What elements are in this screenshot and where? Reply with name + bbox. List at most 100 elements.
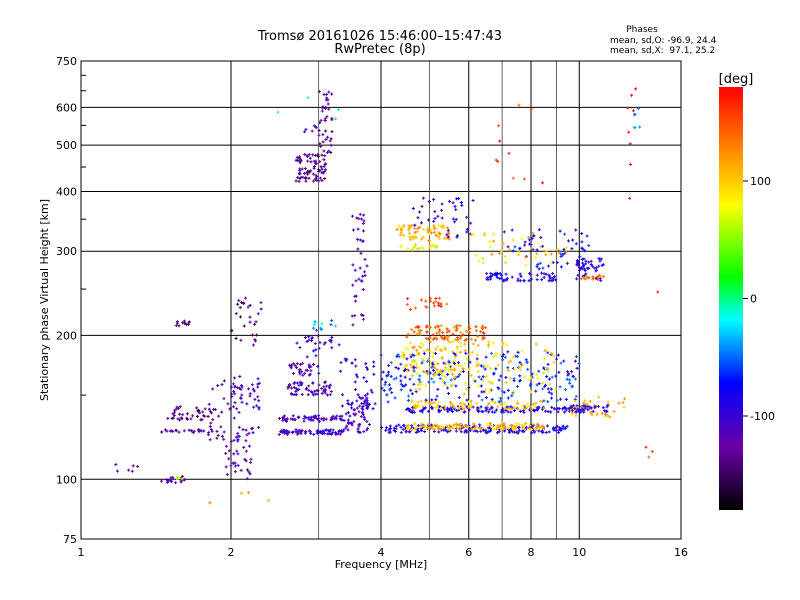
data-point (293, 381, 297, 385)
data-point (242, 324, 246, 328)
data-point (206, 414, 210, 418)
data-point (183, 322, 187, 326)
data-point (426, 337, 430, 341)
data-point (236, 431, 240, 435)
data-point (257, 399, 261, 403)
data-point (425, 330, 429, 334)
data-point (256, 382, 260, 386)
data-point (429, 299, 433, 303)
data-point (322, 93, 326, 97)
data-point (307, 153, 311, 157)
chart-subtitle: RwPretec (8p) (334, 42, 425, 57)
data-point (176, 477, 180, 481)
data-point (233, 392, 237, 396)
data-point (439, 305, 443, 309)
data-point (433, 300, 437, 304)
data-point (195, 406, 199, 410)
data-point (552, 428, 556, 432)
data-point (436, 345, 440, 349)
data-point (230, 395, 234, 399)
data-point (412, 234, 416, 238)
data-point (237, 410, 241, 414)
data-point (339, 361, 343, 365)
data-point (485, 422, 489, 426)
data-point (192, 429, 196, 433)
data-point (207, 407, 211, 411)
data-point (338, 432, 342, 436)
data-point (451, 332, 455, 336)
grid-lines (81, 61, 681, 539)
data-point (165, 480, 169, 484)
data-point (510, 426, 514, 430)
data-point (310, 339, 314, 343)
data-point (406, 346, 410, 350)
data-point (305, 340, 309, 344)
data-point (420, 246, 424, 250)
data-point (330, 116, 334, 120)
data-point (299, 362, 303, 366)
data-point (409, 238, 413, 242)
data-point (248, 472, 252, 476)
data-point (325, 93, 329, 97)
data-point (320, 167, 324, 171)
data-point (363, 274, 367, 278)
data-point (412, 330, 416, 334)
data-point (488, 424, 492, 428)
data-point (244, 296, 248, 300)
data-point (362, 213, 366, 217)
data-point (365, 396, 369, 400)
data-point (244, 449, 248, 453)
data-point (463, 424, 467, 428)
data-point (362, 376, 366, 380)
data-point (487, 430, 491, 434)
data-point (342, 418, 346, 422)
data-point (372, 372, 376, 376)
data-point (366, 367, 370, 371)
data-point (236, 463, 240, 467)
data-point (421, 196, 425, 200)
data-point (346, 401, 350, 405)
data-point (257, 381, 261, 385)
data-point (341, 393, 345, 397)
data-point (303, 152, 307, 156)
data-point (353, 314, 357, 318)
data-point (327, 107, 331, 111)
data-point (251, 343, 255, 347)
data-point (557, 428, 561, 432)
data-point (295, 155, 299, 159)
data-point (233, 461, 237, 465)
data-point (468, 327, 472, 331)
data-point (331, 431, 335, 435)
data-point (229, 385, 233, 389)
data-point (307, 429, 311, 433)
data-point (495, 431, 499, 435)
data-point (407, 231, 411, 235)
data-point (199, 418, 203, 422)
data-point (323, 177, 327, 181)
data-point (487, 410, 491, 414)
data-point (463, 339, 467, 343)
data-point (362, 413, 366, 417)
data-point (319, 176, 323, 180)
data-point (399, 431, 403, 435)
data-point (179, 416, 183, 420)
data-point (319, 144, 323, 148)
data-point (495, 427, 499, 431)
data-point (417, 331, 421, 335)
data-point (236, 302, 240, 306)
data-point (406, 247, 410, 251)
data-point (435, 368, 439, 372)
data-point (313, 389, 317, 393)
data-point (320, 431, 324, 435)
data-point (329, 340, 333, 344)
data-point (474, 424, 478, 428)
data-point (323, 387, 327, 391)
data-point (432, 360, 436, 364)
data-point (559, 361, 563, 365)
data-point (344, 412, 348, 416)
data-point (475, 430, 479, 434)
data-point (521, 429, 525, 433)
data-point (227, 449, 231, 453)
data-point (203, 414, 207, 418)
data-point (361, 313, 365, 317)
